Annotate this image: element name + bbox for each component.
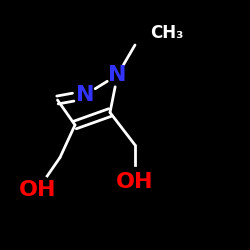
Text: N: N bbox=[76, 85, 94, 105]
Circle shape bbox=[22, 175, 52, 205]
Circle shape bbox=[120, 168, 150, 198]
Text: OH: OH bbox=[19, 180, 56, 200]
Circle shape bbox=[108, 66, 127, 84]
Circle shape bbox=[76, 86, 94, 104]
Text: N: N bbox=[108, 65, 127, 85]
Text: CH₃: CH₃ bbox=[150, 24, 184, 42]
Text: OH: OH bbox=[116, 172, 154, 193]
